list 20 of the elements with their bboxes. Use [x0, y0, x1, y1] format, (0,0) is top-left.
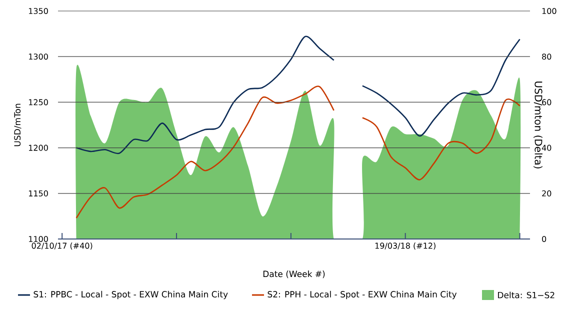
x-tick-label: 19/03/18 (#12)	[375, 242, 436, 250]
x-axis-title: Date (Week #)	[263, 270, 325, 278]
y2-tick-label: 80	[542, 54, 552, 60]
legend-label: Delta: S1−S2	[498, 292, 554, 298]
legend-label: S2: PPH - Local - Spot - EXW China Main City	[268, 290, 457, 300]
y2-tick-label: 100	[542, 8, 556, 14]
y-tick-label: 1200	[28, 144, 48, 151]
y-tick-label: 1250	[28, 99, 48, 106]
y2-tick-label: 40	[542, 144, 552, 151]
y2-axis-title: USD/mton (Delta)	[534, 82, 542, 168]
legend-label: S1: PPBC - Local - Spot - EXW China Main City	[34, 290, 228, 300]
y-tick-label: 1100	[28, 236, 48, 242]
y-tick-label: 1150	[28, 190, 48, 196]
y2-tick-label: 60	[542, 99, 552, 106]
y-tick-label: 1350	[28, 8, 48, 14]
y-axis-title: USD/mTon	[14, 104, 22, 146]
y-tick-label: 1300	[28, 54, 48, 60]
y2-tick-label: 20	[542, 190, 552, 196]
x-tick-label: 02/10/17 (#40)	[32, 242, 92, 250]
y2-tick-label: 0	[542, 236, 546, 242]
